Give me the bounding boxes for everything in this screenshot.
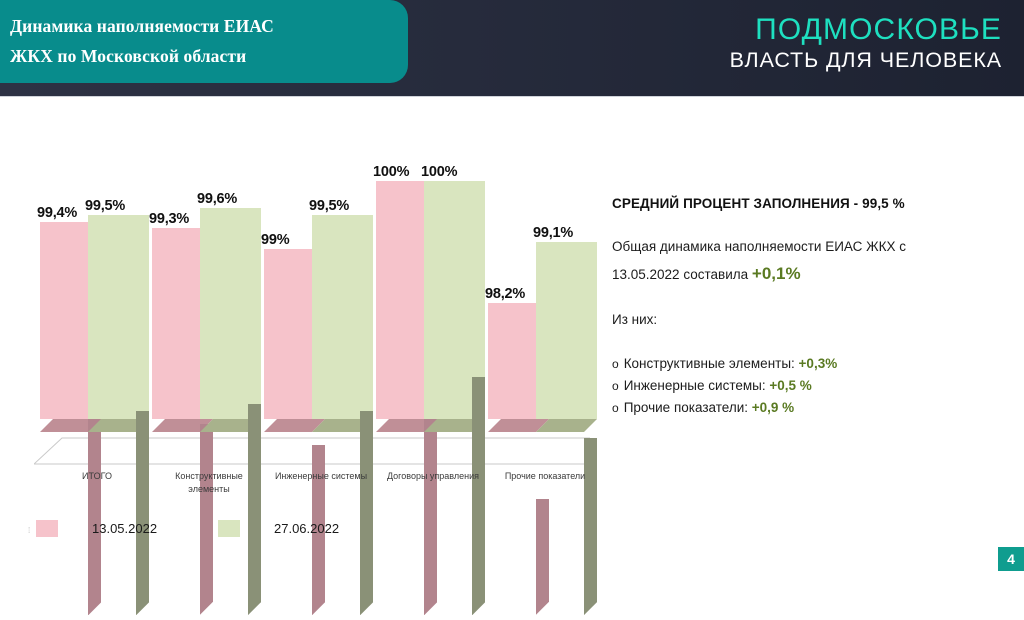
bar-value-label: 99,5% (85, 197, 126, 214)
category-label-4: Прочие показатели (504, 471, 586, 481)
breakdown-value: +0,5 % (769, 378, 812, 393)
bar-front-face (88, 214, 149, 419)
legend-item-0[interactable]: ⁞ 13.05.2022 (28, 520, 157, 537)
bar-value-label: 98,2% (485, 286, 526, 303)
breakdown-item-1: o Инженерные системы: +0,5 % (612, 375, 1012, 397)
bullet-marker-icon: o (612, 357, 619, 371)
legend-swatch-0 (36, 520, 58, 537)
legend-bullet-icon: ⁞ (28, 526, 31, 535)
bar-side-face (248, 390, 261, 616)
breakdown-value: +0,9 % (751, 400, 795, 415)
chart-plot-area: 99,4% 99,3% 99% 100% 98,2% 99,5% 99,6% 99,5% 100… (0, 150, 600, 616)
from-them-label: Из них: (612, 312, 658, 327)
bar-top-face (88, 419, 149, 437)
legend-item-1[interactable]: 27.06.2022 (218, 520, 339, 537)
header-divider (0, 96, 1024, 101)
bar-side-face (472, 363, 485, 616)
brand-subtitle: ВЛАСТЬ ДЛЯ ЧЕЛОВЕКА (729, 48, 1002, 72)
breakdown-list: o Конструктивные элементы: +0,3% o Инженерн… (612, 353, 1012, 419)
bar-1-4[interactable] (536, 241, 597, 616)
bar-chart: 99,4% 99,3% 99% 100% 98,2% 99,5% 99,6% 99,5% 100… (0, 150, 600, 616)
category-label-3: Договоры управления (386, 471, 480, 481)
breakdown-item-0: o Конструктивные элементы: +0,3% (612, 353, 1012, 375)
bar-top-face (152, 419, 213, 437)
bar-top-face (40, 419, 101, 437)
legend-label-1: 27.06.2022 (274, 521, 340, 536)
brand-logo: ПОДМОСКОВЬЕ ВЛАСТЬ ДЛЯ ЧЕЛОВЕКА (730, 13, 1002, 73)
bar-value-label: 99,1% (533, 224, 574, 241)
bar-value-label: 99,4% (37, 204, 78, 221)
bullet-marker-icon: o (612, 379, 619, 393)
page-number-badge: 4 (998, 547, 1024, 571)
bar-1-1[interactable] (200, 207, 261, 616)
bar-front-face (312, 214, 373, 419)
bar-value-label: 100% (421, 163, 458, 180)
bar-value-label: 99% (261, 231, 290, 248)
slide-title-box: Динамика наполняемости ЕИАС ЖКХ по Моско… (0, 0, 408, 83)
bar-1-2[interactable] (312, 214, 373, 616)
category-label-1: Конструктивные элементы (175, 471, 243, 494)
dynamics-text-line-1: Общая динамика наполняемости ЕИАС ЖКХ с (612, 239, 906, 254)
bar-side-face (136, 397, 149, 616)
bar-front-face (536, 241, 597, 419)
bar-value-label: 99,6% (197, 190, 238, 207)
bar-front-face (200, 207, 261, 419)
bar-side-face (312, 431, 325, 616)
breakdown-item-2: o Прочие показатели: +0,9 % (612, 397, 1012, 419)
breakdown-value: +0,3% (798, 356, 838, 371)
legend-swatch-1 (218, 520, 240, 537)
bar-value-label: 99,5% (309, 197, 350, 214)
bar-top-face (376, 419, 437, 437)
bar-side-face (360, 397, 373, 616)
bar-side-face (88, 404, 101, 616)
bar-top-face (424, 419, 485, 437)
breakdown-label: Прочие показатели: (623, 400, 752, 415)
bar-side-face (584, 424, 597, 616)
bar-value-label: 100% (373, 163, 410, 180)
slide-title-line-2: ЖКХ по Московской области (10, 46, 247, 66)
bar-side-face (200, 411, 213, 616)
bar-1-0[interactable] (88, 214, 149, 616)
summary-panel: СРЕДНИЙ ПРОЦЕНТ ЗАПОЛНЕНИЯ - 99,5 % Обща… (612, 196, 1012, 419)
bar-value-label: 99,3% (149, 211, 190, 228)
legend-label-0: 13.05.2022 (92, 521, 158, 536)
bar-top-face (536, 419, 597, 437)
breakdown-label: Конструктивные элементы: (623, 356, 799, 371)
bar-side-face (536, 486, 549, 616)
dynamics-paragraph: Общая динамика наполняемости ЕИАС ЖКХ с … (612, 233, 1012, 288)
average-fill-label: СРЕДНИЙ ПРОЦЕНТ ЗАПОЛНЕНИЯ - 99,5 % (612, 196, 905, 211)
breakdown-label: Инженерные системы: (623, 378, 770, 393)
bullet-marker-icon: o (612, 401, 619, 415)
category-label-0: ИТОГО (82, 471, 112, 481)
bar-top-face (264, 419, 325, 437)
slide-header: Динамика наполняемости ЕИАС ЖКХ по Моско… (0, 0, 1024, 96)
dynamics-value: +0,1% (751, 264, 801, 283)
bar-top-face (312, 419, 373, 437)
bar-top-face (488, 419, 549, 437)
bar-1-3[interactable] (424, 180, 485, 616)
dynamics-text-line-2: 13.05.2022 составила (612, 267, 749, 282)
brand-title: ПОДМОСКОВЬЕ (755, 13, 1002, 46)
category-label-2: Инженерные системы (274, 471, 368, 481)
bar-top-face (200, 419, 261, 437)
slide-title-line-1: Динамика наполняемости ЕИАС (10, 16, 274, 36)
chart-legend: ⁞ 13.05.2022 27.06.2022 (28, 520, 448, 550)
